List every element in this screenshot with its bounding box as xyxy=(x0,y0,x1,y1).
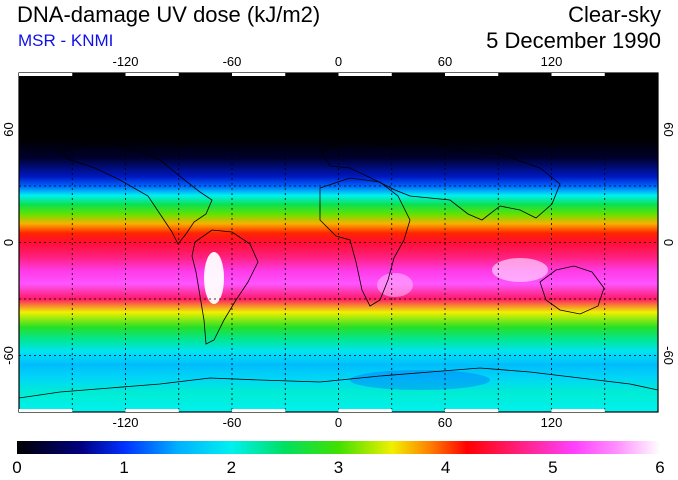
frame-segment xyxy=(125,73,179,76)
frame-segment xyxy=(232,409,286,412)
colorbar-tick-label: 1 xyxy=(119,458,129,477)
bottom-longitude-label: 120 xyxy=(541,415,563,430)
frame-ticks xyxy=(19,73,605,412)
south-africa-high-dose xyxy=(377,273,413,297)
colorbar xyxy=(17,441,660,454)
right-latitude-label: 0 xyxy=(661,239,676,246)
bottom-longitude-label: 60 xyxy=(438,415,452,430)
colorbar-tick-label: 6 xyxy=(655,458,665,477)
frame-segment xyxy=(125,409,179,412)
colorbar-tick-label: 0 xyxy=(12,458,22,477)
top-longitude-label: 0 xyxy=(335,54,342,69)
frame-segment xyxy=(551,409,605,412)
africa-coast xyxy=(319,177,411,307)
eurasia-coast xyxy=(319,139,561,221)
australia-high-dose xyxy=(492,258,548,282)
australia-coast xyxy=(539,265,605,315)
map-title: DNA-damage UV dose (kJ/m2) xyxy=(17,2,321,27)
axis-labels: -120 -120 -60 -60 0 0 60 60 120 120 60 60 0 0 -60 -60 xyxy=(1,54,676,430)
bottom-longitude-label: -60 xyxy=(223,415,242,430)
frame-segment xyxy=(232,73,286,76)
colorbar-tick-label: 5 xyxy=(548,458,558,477)
frame-segment xyxy=(338,409,392,412)
frame-segment xyxy=(445,73,499,76)
southern-ocean-low-dose xyxy=(350,370,490,390)
top-longitude-label: -120 xyxy=(112,54,138,69)
left-latitude-label: 60 xyxy=(1,122,16,136)
frame-segment xyxy=(19,409,73,412)
colorbar-tick-label: 4 xyxy=(440,458,451,477)
antarctica-coast xyxy=(19,367,658,399)
right-latitude-label: -60 xyxy=(661,346,676,365)
graticule xyxy=(19,73,658,412)
coastlines xyxy=(19,139,658,399)
top-longitude-label: 120 xyxy=(541,54,563,69)
map-plot-area xyxy=(18,72,659,413)
date-label: 5 December 1990 xyxy=(486,28,661,53)
south-america-coast xyxy=(191,229,259,345)
colorbar-tick-label: 2 xyxy=(226,458,237,477)
sky-condition-label: Clear-sky xyxy=(568,2,661,27)
left-latitude-label: -60 xyxy=(1,346,16,365)
andes-high-dose xyxy=(204,252,224,304)
frame-segment xyxy=(338,73,392,76)
north-america-coast xyxy=(59,141,213,245)
right-latitude-label: 60 xyxy=(661,122,676,136)
source-label: MSR - KNMI xyxy=(18,31,114,50)
frame-segment xyxy=(445,409,499,412)
left-latitude-label: 0 xyxy=(1,239,16,246)
bottom-longitude-label: 0 xyxy=(335,415,342,430)
top-longitude-label: 60 xyxy=(438,54,452,69)
colorbar-tick-label: 3 xyxy=(333,458,344,477)
frame-segment xyxy=(19,73,73,76)
top-longitude-label: -60 xyxy=(223,54,242,69)
frame-segment xyxy=(551,73,605,76)
regional-features xyxy=(19,139,658,399)
bottom-longitude-label: -120 xyxy=(112,415,138,430)
